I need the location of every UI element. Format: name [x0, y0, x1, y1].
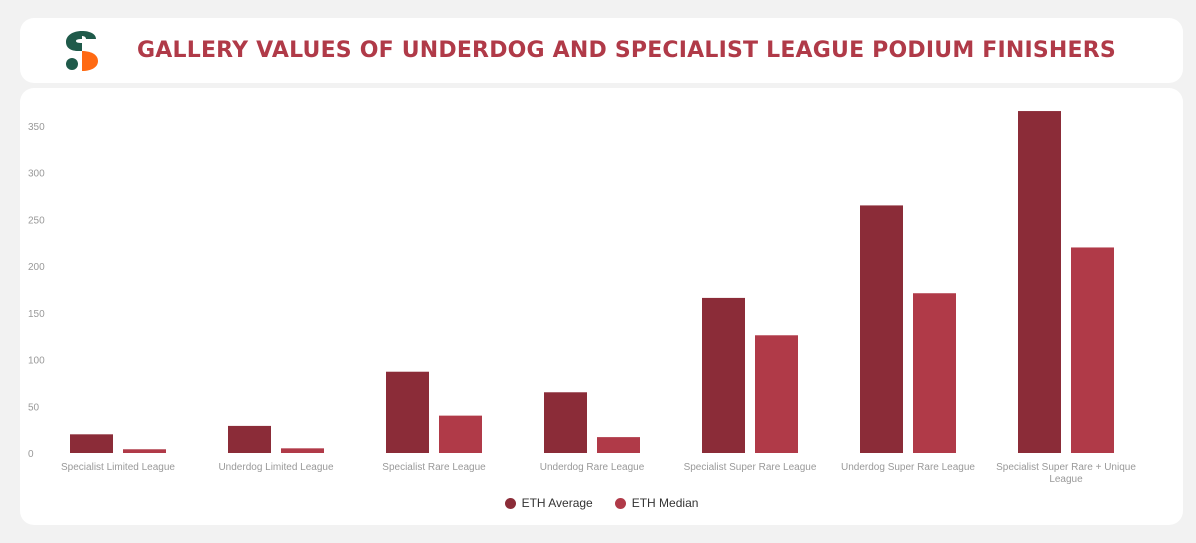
y-tick-label: 350 — [28, 122, 45, 133]
x-category-label: Specialist Super Rare League — [684, 462, 817, 473]
bar-eth-median — [123, 449, 166, 453]
y-tick-label: 50 — [28, 402, 40, 413]
page-title: GALLERY VALUES OF UNDERDOG AND SPECIALIS… — [137, 38, 1116, 63]
bar-eth-average — [228, 425, 271, 453]
legend-item-avg: ETH Average — [504, 496, 593, 510]
bar-eth-average — [544, 392, 587, 453]
x-category-label: Specialist Limited League — [61, 462, 175, 473]
x-category-label: Underdog Super Rare League — [841, 462, 975, 473]
y-tick-label: 200 — [28, 262, 45, 273]
y-tick-label: 250 — [28, 215, 45, 226]
x-category-label: Specialist Super Rare + Unique — [996, 462, 1136, 473]
x-category-label: League — [1049, 474, 1083, 485]
bar-eth-average — [386, 371, 429, 453]
bar-eth-median — [439, 415, 482, 453]
x-category-label: Underdog Limited League — [218, 462, 334, 473]
x-category-label: Underdog Rare League — [540, 462, 645, 473]
chart-legend: ETH Average ETH Median — [20, 496, 1183, 510]
legend-label-avg: ETH Average — [521, 496, 593, 510]
bar-eth-median — [913, 293, 956, 453]
bar-eth-median — [597, 437, 640, 453]
legend-swatch-median — [614, 497, 626, 509]
legend-item-median: ETH Median — [614, 496, 699, 510]
legend-swatch-avg — [504, 497, 516, 509]
bar-eth-average — [860, 205, 903, 453]
legend-label-median: ETH Median — [631, 496, 699, 510]
bar-chart: 0 50 100 150 200 250 300 350 Specialist Limited … — [28, 111, 1136, 485]
bar-eth-average — [70, 434, 113, 453]
bar-eth-median — [1071, 247, 1114, 453]
y-tick-label: 100 — [28, 356, 45, 367]
x-category-label: Specialist Rare League — [382, 462, 486, 473]
logo-icon — [66, 31, 98, 71]
y-tick-label: 0 — [28, 449, 34, 460]
bar-eth-median — [281, 448, 324, 453]
y-tick-label: 300 — [28, 169, 45, 180]
y-tick-label: 150 — [28, 309, 45, 320]
chart-panel: 0 50 100 150 200 250 300 350 Specialist Limited … — [20, 88, 1183, 525]
bar-eth-median — [755, 335, 798, 453]
bar-eth-average — [1018, 111, 1061, 454]
bar-eth-average — [702, 297, 745, 453]
header-card: GALLERY VALUES OF UNDERDOG AND SPECIALIS… — [20, 18, 1183, 83]
